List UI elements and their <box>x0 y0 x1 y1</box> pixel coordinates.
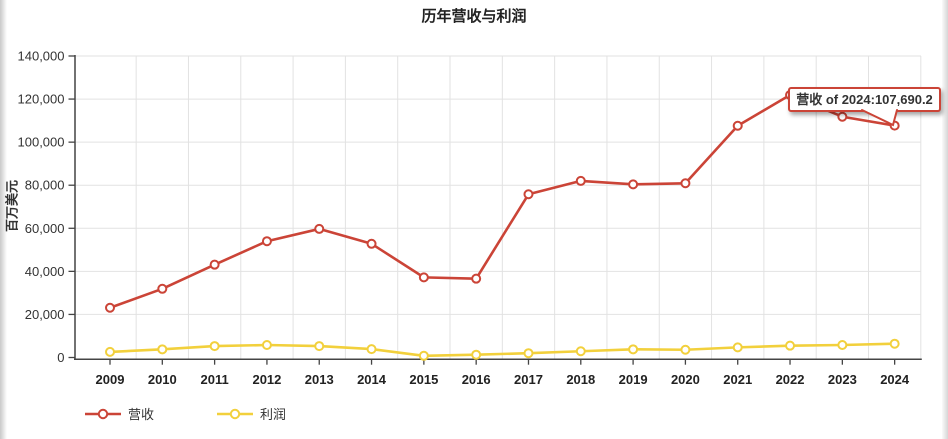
tooltip-pointer <box>861 109 898 127</box>
data-point-营收-2018[interactable] <box>575 175 586 186</box>
data-point-营收-2014[interactable] <box>366 238 377 249</box>
y-tick-label: 140,000 <box>18 49 65 64</box>
window-right-edge <box>942 0 948 439</box>
data-point-营收-2009[interactable] <box>105 302 115 313</box>
x-tick-label: 2023 <box>828 372 857 387</box>
data-point-利润-2013[interactable] <box>314 341 325 352</box>
data-point-利润-2012[interactable] <box>261 340 272 351</box>
legend-line-marker-icon <box>85 408 121 419</box>
data-point-利润-2022[interactable] <box>785 340 796 351</box>
x-tick-label: 2016 <box>462 372 491 387</box>
chart-title: 历年营收与利润 <box>421 8 527 25</box>
y-tick-label: 120,000 <box>18 92 65 107</box>
x-tick-label: 2012 <box>252 372 281 387</box>
legend: 营收 利润 <box>84 404 286 423</box>
data-point-营收-2015[interactable] <box>418 272 429 283</box>
y-tick-label: 80,000 <box>25 178 65 193</box>
legend-label-revenue: 营收 <box>128 407 155 422</box>
data-point-利润-2010[interactable] <box>157 344 168 355</box>
data-point-利润-2017[interactable] <box>523 348 534 359</box>
y-tick-label: 40,000 <box>25 264 65 279</box>
x-tick-label: 2014 <box>357 372 387 387</box>
x-tick-label: 2021 <box>723 372 752 387</box>
data-point-营收-2010[interactable] <box>157 283 168 294</box>
x-tick-label: 2020 <box>671 372 700 387</box>
legend-item-revenue[interactable]: 营收 <box>84 404 154 423</box>
x-tick-label: 2019 <box>619 372 648 387</box>
window-left-edge <box>0 0 7 439</box>
data-point-利润-2014[interactable] <box>366 344 377 355</box>
x-tick-label: 2013 <box>305 372 334 387</box>
data-point-利润-2016[interactable] <box>471 349 482 360</box>
data-point-营收-2016[interactable] <box>471 273 482 284</box>
tooltip: 营收 of 2024:107,690.2 <box>788 87 941 127</box>
x-tick-label: 2017 <box>514 372 543 387</box>
x-tick-label: 2011 <box>201 372 229 387</box>
legend-line-marker-icon <box>217 408 254 419</box>
data-point-利润-2020[interactable] <box>680 344 691 355</box>
series-line-利润 <box>109 342 895 358</box>
legend-item-profit[interactable]: 利润 <box>216 404 286 423</box>
x-tick-label: 2009 <box>96 372 125 387</box>
series-line-营收 <box>109 93 895 309</box>
data-point-营收-2020[interactable] <box>680 178 691 189</box>
data-point-营收-2013[interactable] <box>314 223 325 234</box>
legend-label-profit: 利润 <box>260 407 287 422</box>
data-point-利润-2024[interactable] <box>889 338 900 349</box>
y-tick-label: 60,000 <box>25 221 65 236</box>
x-tick-label: 2015 <box>409 372 438 387</box>
tooltip-text: 营收 of 2024:107,690.2 <box>796 92 933 107</box>
x-tick-label: 2022 <box>776 372 805 387</box>
data-point-利润-2015[interactable] <box>418 350 429 361</box>
x-tick-label: 2010 <box>148 372 177 387</box>
x-tick-label: 2018 <box>566 372 595 387</box>
data-point-营收-2017[interactable] <box>523 189 534 200</box>
data-point-利润-2018[interactable] <box>575 346 586 357</box>
x-tick-label: 2024 <box>880 372 910 387</box>
y-tick-label: 20,000 <box>25 307 65 322</box>
data-point-营收-2021[interactable] <box>732 120 743 131</box>
data-point-营收-2012[interactable] <box>261 236 272 247</box>
y-tick-label: 100,000 <box>18 135 65 150</box>
y-tick-label: 0 <box>57 350 64 365</box>
data-point-营收-2019[interactable] <box>628 179 639 190</box>
data-point-利润-2019[interactable] <box>628 344 639 355</box>
data-point-营收-2023[interactable] <box>837 111 848 122</box>
data-point-利润-2009[interactable] <box>105 346 115 357</box>
data-point-利润-2023[interactable] <box>837 340 848 351</box>
data-point-营收-2011[interactable] <box>209 259 220 270</box>
data-point-利润-2011[interactable] <box>209 341 220 352</box>
data-point-利润-2021[interactable] <box>732 342 743 353</box>
